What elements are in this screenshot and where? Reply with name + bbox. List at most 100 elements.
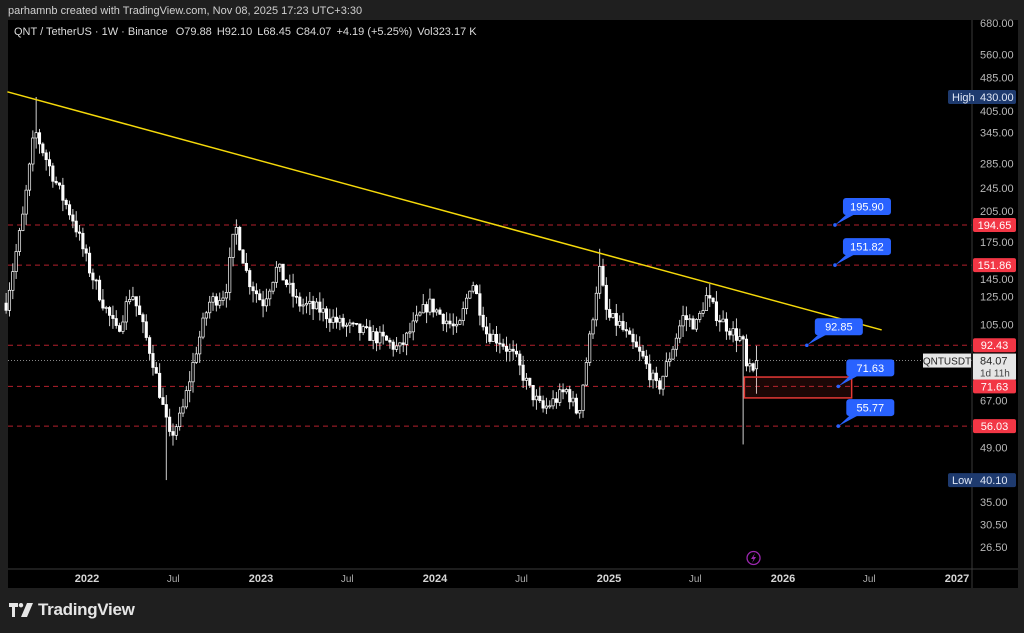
candle <box>151 344 155 376</box>
tradingview-logo[interactable]: TradingView <box>9 600 135 620</box>
candle <box>751 362 755 373</box>
candle <box>221 290 225 306</box>
candle-body <box>601 265 605 286</box>
price-tick-label: 485.00 <box>980 73 1014 85</box>
candle-body <box>618 321 622 326</box>
candle-body <box>624 329 628 332</box>
trendline[interactable] <box>7 91 882 331</box>
price-callout[interactable]: 71.63 <box>836 359 895 389</box>
candle <box>604 277 608 320</box>
candle-body <box>684 315 688 321</box>
candle <box>334 307 339 329</box>
candle-body <box>504 346 509 352</box>
candle <box>651 369 655 389</box>
candle-body <box>158 372 162 398</box>
price-callout[interactable]: 92.85 <box>805 318 863 348</box>
candle <box>688 314 692 327</box>
support-zone-rectangle[interactable] <box>743 376 853 399</box>
candle <box>401 334 405 353</box>
axes: 680.00 560.00 485.00 405.00 345.00 285.00 245.… <box>8 18 1018 588</box>
candle-body <box>748 363 752 367</box>
candle-body <box>498 342 502 345</box>
candle-body <box>651 372 655 381</box>
candle-body <box>64 199 68 206</box>
candle <box>264 288 268 312</box>
drawings[interactable]: 195.90 151.82 92.85 71.63 55.77 <box>7 91 895 566</box>
brand-name: TradingView <box>38 600 135 619</box>
candle <box>598 248 602 299</box>
candle <box>321 298 325 322</box>
price-callout[interactable]: 55.77 <box>836 399 895 428</box>
candle-body <box>418 312 422 316</box>
candle-body <box>501 343 505 347</box>
candle-body <box>198 336 202 355</box>
high-marker-value: 430.00 <box>980 92 1014 104</box>
current-symbol-label: QNTUSDT <box>923 357 971 368</box>
candle <box>261 290 265 318</box>
candle <box>14 243 18 279</box>
candle <box>241 248 245 264</box>
candle <box>574 393 578 415</box>
candle-body <box>458 320 462 325</box>
candle <box>544 397 548 415</box>
chart-panel[interactable] <box>8 20 1018 588</box>
price-callout[interactable]: 151.82 <box>833 238 891 267</box>
candle-body <box>131 296 135 300</box>
candle-body <box>518 353 522 366</box>
candle <box>114 310 118 329</box>
candle <box>484 316 489 344</box>
candle-body <box>144 321 148 338</box>
candle <box>324 306 329 329</box>
candle <box>551 390 555 410</box>
candle <box>614 304 618 336</box>
candle-body <box>425 304 429 313</box>
level-price-tag <box>973 419 1016 434</box>
candle <box>74 211 78 238</box>
candle-body <box>508 348 512 352</box>
candle <box>118 322 122 333</box>
candle <box>405 331 409 356</box>
candle-body <box>598 265 602 294</box>
candle-body <box>7 289 12 311</box>
candle-body <box>441 313 445 325</box>
candle-body <box>171 431 175 436</box>
candle-body <box>148 337 152 354</box>
lightning-icon[interactable] <box>746 550 761 566</box>
candle <box>184 385 188 410</box>
candle-body <box>611 313 615 318</box>
candle <box>521 355 525 389</box>
candle-body <box>744 338 749 367</box>
candle <box>21 206 25 232</box>
candle-body <box>371 331 375 341</box>
price-tick-label: 205.00 <box>980 206 1014 218</box>
candle-body <box>274 266 278 283</box>
current-symbol-tag <box>923 353 971 368</box>
candle-body <box>77 231 82 234</box>
candle-body <box>294 295 298 298</box>
candle-body <box>328 318 332 323</box>
candle <box>648 354 652 388</box>
candle-body <box>574 397 578 414</box>
price-callout[interactable]: 195.90 <box>833 197 891 227</box>
candle <box>671 346 675 360</box>
time-tick-label: Jul <box>341 574 354 585</box>
candle <box>378 326 382 350</box>
price-tick-label: 145.00 <box>980 274 1014 286</box>
symbol-name[interactable]: QNT / TetherUS · 1W · Binance <box>14 26 168 38</box>
callout-box <box>814 318 863 336</box>
current-price-tag <box>973 353 1016 380</box>
candle <box>11 263 15 300</box>
candle <box>291 273 295 308</box>
candle-body <box>31 137 35 165</box>
candle <box>468 290 472 300</box>
candle <box>395 336 399 353</box>
candle <box>24 184 28 225</box>
candle <box>441 313 445 332</box>
low-marker-tag <box>948 473 1016 488</box>
candle-body <box>348 322 352 326</box>
candle-body <box>231 233 235 258</box>
candle <box>408 322 412 338</box>
candle <box>428 288 432 316</box>
candle <box>744 334 749 372</box>
